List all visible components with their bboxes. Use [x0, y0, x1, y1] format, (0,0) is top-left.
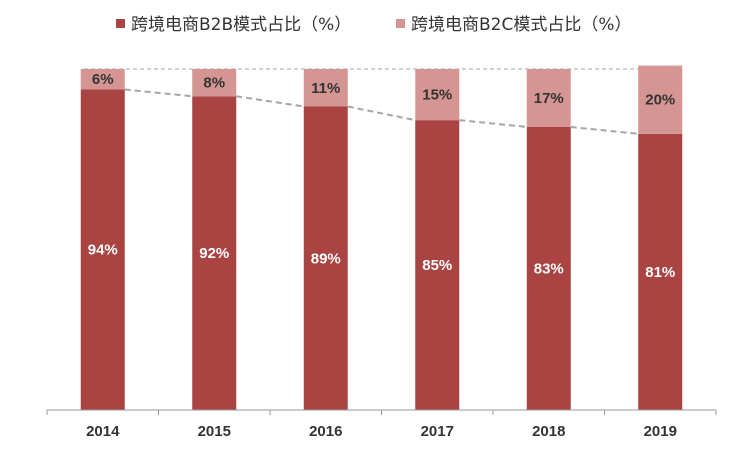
data-label-b2c-2018: 17%	[534, 90, 564, 107]
data-label-b2b-2016: 89%	[311, 250, 341, 267]
bar-b2b-2018	[526, 126, 571, 410]
trend-line-segment	[347, 105, 416, 122]
data-label-b2c-2017: 15%	[422, 87, 452, 104]
bar-b2c-2014	[80, 69, 125, 90]
x-tick-label-2015: 2015	[198, 423, 231, 440]
x-tick-label-2019: 2019	[644, 423, 677, 440]
x-tick-label-2018: 2018	[532, 423, 565, 440]
trend-line-segment	[570, 125, 639, 135]
data-label-b2b-2018: 83%	[534, 260, 564, 277]
data-label-b2c-2019: 20%	[645, 92, 675, 109]
legend-label-b2c: 跨境电商B2C模式占比（%）	[411, 15, 632, 35]
bar-b2c-2019	[638, 65, 683, 134]
legend-swatch-b2b	[116, 19, 125, 28]
bar-b2b-2014	[80, 89, 125, 411]
bar-b2b-2015	[192, 96, 237, 410]
data-label-b2b-2014: 94%	[88, 242, 118, 259]
bar-b2b-2016	[303, 106, 348, 410]
legend: 跨境电商B2B模式占比（%） 跨境电商B2C模式占比（%）	[116, 15, 632, 35]
trend-line-segment	[236, 95, 304, 108]
trend-layer	[124, 88, 639, 135]
bar-b2b-2017	[415, 120, 460, 411]
data-label-b2c-2016: 11%	[311, 80, 340, 97]
x-axis: 2014 2015 2016 2017 2018 2019	[46, 409, 717, 440]
legend-item-b2c: 跨境电商B2C模式占比（%）	[396, 15, 632, 35]
trend-line-segment	[459, 119, 527, 128]
x-tick-label-2016: 2016	[309, 423, 342, 440]
labels-layer: 94% 6% 92% 8% 89% 11% 85% 15% 83% 17% 81% 20%	[88, 71, 676, 281]
legend-label-b2b: 跨境电商B2B模式占比（%）	[131, 15, 351, 35]
data-label-b2c-2014: 6%	[92, 71, 114, 88]
bar-b2c-2017	[415, 69, 460, 121]
data-label-b2c-2015: 8%	[203, 75, 225, 92]
bar-b2c-2018	[526, 69, 571, 127]
legend-swatch-b2c	[396, 19, 405, 28]
x-tick-label-2017: 2017	[421, 423, 454, 440]
data-label-b2b-2017: 85%	[422, 257, 452, 274]
bars-layer	[80, 65, 683, 411]
bar-b2c-2015	[192, 69, 237, 97]
legend-item-b2b: 跨境电商B2B模式占比（%）	[116, 15, 351, 35]
data-label-b2b-2019: 81%	[645, 264, 675, 281]
bar-b2b-2019	[638, 133, 683, 411]
x-tick-label-2014: 2014	[86, 423, 120, 440]
bar-b2c-2016	[303, 69, 348, 107]
data-label-b2b-2015: 92%	[199, 245, 229, 262]
trend-line-segment	[124, 88, 193, 98]
